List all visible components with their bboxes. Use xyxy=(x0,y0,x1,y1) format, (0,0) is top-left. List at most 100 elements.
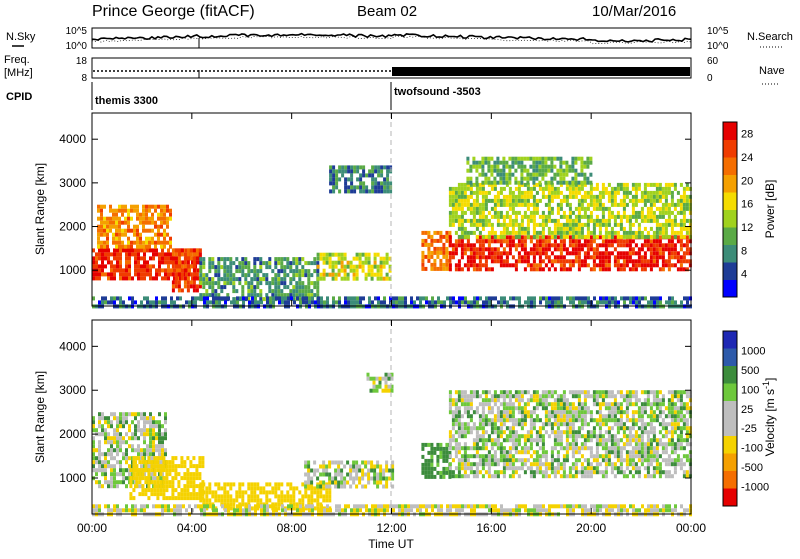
heatmap-cell xyxy=(134,424,137,428)
heatmap-cell xyxy=(680,263,683,267)
heatmap-cell xyxy=(617,267,620,271)
heatmap-cell xyxy=(286,490,289,494)
heatmap-cell xyxy=(602,255,605,259)
heatmap-cell xyxy=(502,157,505,161)
heatmap-cell xyxy=(142,205,145,209)
power-y-axis-label: Slant Range [km] xyxy=(33,163,47,255)
heatmap-cell xyxy=(469,165,472,169)
heatmap-cell xyxy=(159,464,162,468)
heatmap-cell xyxy=(569,446,572,450)
heatmap-cell xyxy=(253,285,256,289)
heatmap-cell xyxy=(671,219,674,223)
heatmap-cell xyxy=(662,195,665,199)
heatmap-cell xyxy=(554,191,557,195)
heatmap-cell xyxy=(265,494,268,498)
heatmap-cell xyxy=(479,191,482,195)
heatmap-cell xyxy=(482,446,485,450)
heatmap-cell xyxy=(551,406,554,410)
heatmap-cell xyxy=(461,219,464,223)
heatmap-cell xyxy=(566,442,569,446)
heatmap-cell xyxy=(455,406,458,410)
heatmap-cell xyxy=(155,436,158,440)
heatmap-cell xyxy=(566,450,569,454)
heatmap-cell xyxy=(665,211,668,215)
heatmap-cell xyxy=(277,482,280,486)
heatmap-cell xyxy=(518,239,521,243)
heatmap-cell xyxy=(298,261,301,265)
beam-label: Beam 02 xyxy=(357,3,417,20)
heatmap-cell xyxy=(635,219,638,223)
power-colorbar-tick: 4 xyxy=(741,269,747,281)
heatmap-cell xyxy=(235,269,238,273)
heatmap-cell xyxy=(158,436,161,440)
heatmap-cell xyxy=(560,434,563,438)
heatmap-cell xyxy=(502,173,505,177)
heatmap-cell xyxy=(183,472,186,476)
heatmap-cell xyxy=(332,273,335,277)
heatmap-cell xyxy=(430,471,433,475)
heatmap-cell xyxy=(383,165,386,169)
heatmap-cell xyxy=(158,428,161,432)
heatmap-cell xyxy=(521,462,524,466)
heatmap-cell xyxy=(550,177,553,181)
heatmap-cell xyxy=(551,187,554,191)
heatmap-cell xyxy=(491,296,494,300)
heatmap-cell xyxy=(674,231,677,235)
heatmap-cell xyxy=(536,442,539,446)
heatmap-cell xyxy=(538,165,541,169)
heatmap-cell xyxy=(205,277,208,281)
heatmap-cell xyxy=(587,406,590,410)
heatmap-cell xyxy=(563,398,566,402)
heatmap-cell xyxy=(556,173,559,177)
heatmap-cell xyxy=(527,203,530,207)
heatmap-cell xyxy=(184,256,187,260)
heatmap-cell xyxy=(220,494,223,498)
heatmap-cell xyxy=(232,498,235,502)
heatmap-cell xyxy=(149,264,152,268)
heatmap-cell xyxy=(461,243,464,247)
heatmap-cell xyxy=(335,265,338,269)
heatmap-cell xyxy=(323,269,326,273)
heatmap-cell xyxy=(497,458,500,462)
heatmap-cell xyxy=(656,235,659,239)
heatmap-cell xyxy=(135,472,138,476)
heatmap-cell xyxy=(319,465,322,469)
heatmap-cell xyxy=(593,267,596,271)
heatmap-cell xyxy=(503,296,506,300)
heatmap-cell xyxy=(317,257,320,261)
heatmap-cell xyxy=(149,452,152,456)
heatmap-cell xyxy=(488,231,491,235)
heatmap-cell xyxy=(550,161,553,165)
heatmap-cell xyxy=(632,207,635,211)
heatmap-cell xyxy=(144,476,147,480)
heatmap-cell xyxy=(347,189,350,193)
heatmap-cell xyxy=(683,243,686,247)
heatmap-cell xyxy=(125,416,128,420)
heatmap-cell xyxy=(677,231,680,235)
heatmap-cell xyxy=(557,211,560,215)
heatmap-cell xyxy=(560,199,563,203)
heatmap-cell xyxy=(554,227,557,231)
heatmap-cell xyxy=(98,416,101,420)
heatmap-cell xyxy=(488,191,491,195)
heatmap-cell xyxy=(674,263,677,267)
heatmap-cell xyxy=(385,465,388,469)
heatmap-cell xyxy=(193,276,196,280)
heatmap-cell xyxy=(686,267,689,271)
heatmap-cell xyxy=(352,481,355,485)
heatmap-cell xyxy=(644,199,647,203)
heatmap-cell xyxy=(113,272,116,276)
heatmap-cell xyxy=(289,486,292,490)
heatmap-cell xyxy=(98,256,101,260)
heatmap-cell xyxy=(284,296,287,300)
heatmap-cell xyxy=(560,414,563,418)
heatmap-cell xyxy=(142,229,145,233)
heatmap-cell xyxy=(656,183,659,187)
heatmap-cell xyxy=(241,494,244,498)
heatmap-cell xyxy=(572,446,575,450)
heatmap-cell xyxy=(521,259,524,263)
heatmap-cell xyxy=(488,247,491,251)
heatmap-cell xyxy=(199,273,202,277)
heatmap-cell xyxy=(581,442,584,446)
heatmap-cell xyxy=(359,253,362,257)
